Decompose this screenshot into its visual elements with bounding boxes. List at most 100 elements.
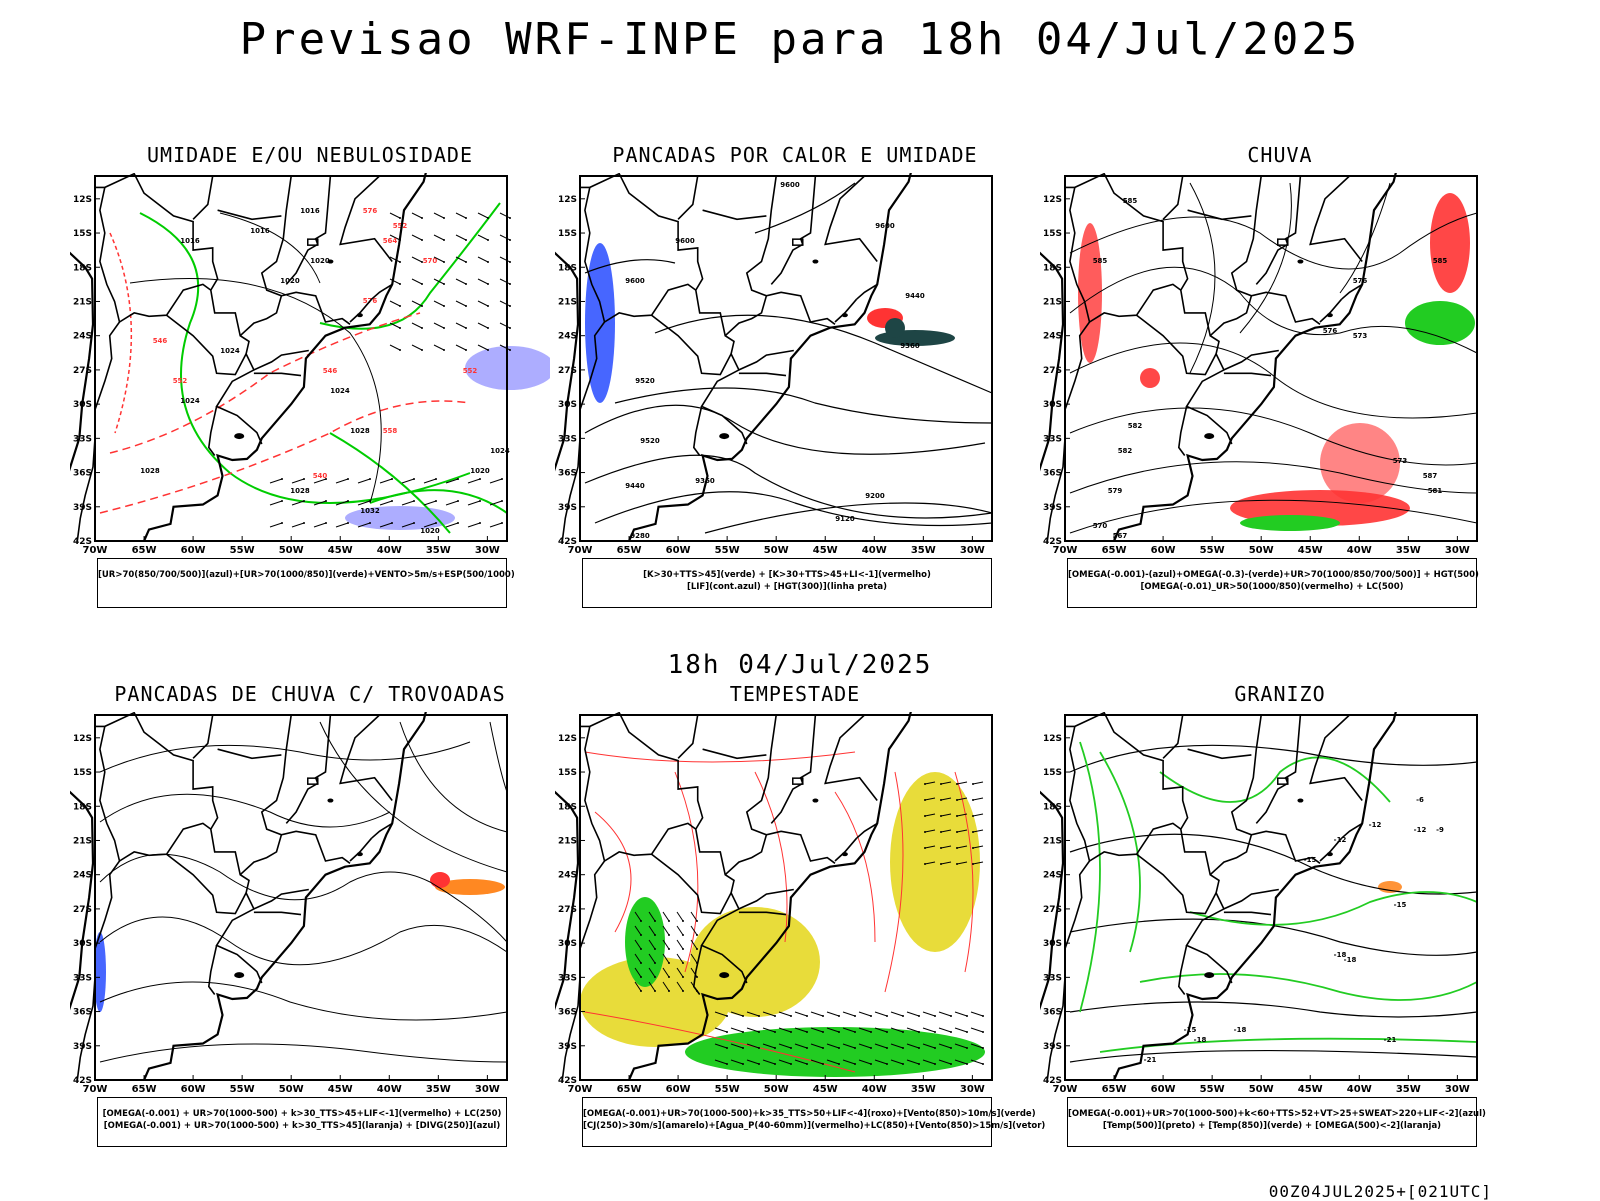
wind-vector: [423, 522, 437, 528]
wind-vector: [640, 920, 642, 922]
lon-tick-label: 50W: [279, 545, 304, 556]
wind-vector: [347, 478, 349, 480]
wind-vector: [634, 925, 642, 936]
wind-vector: [934, 1015, 936, 1017]
lon-tick-label: 50W: [1249, 1084, 1274, 1095]
wind-vector: [391, 500, 393, 502]
lat-tick-label: 24S: [1043, 871, 1062, 881]
wind-vector: [890, 1059, 904, 1065]
wind-vector: [758, 1031, 760, 1033]
legend-line: [OMEGA(-0.001)+UR>70(1000-500)+k<60+TTS>…: [1068, 1109, 1486, 1119]
wind-vector: [443, 349, 445, 351]
wind-vector: [477, 322, 489, 329]
wind-vector: [640, 934, 642, 936]
lon-tick-label: 35W: [911, 1084, 936, 1095]
temp500-contour: [1069, 1001, 1478, 1018]
wind-vector: [509, 349, 511, 351]
lon-tick-label: 35W: [426, 545, 451, 556]
east-coastline: [142, 173, 427, 542]
wind-vector: [465, 239, 467, 241]
wind-vector: [956, 783, 958, 785]
wind250-streamline: [99, 853, 508, 943]
panel-granizo: GRANIZO -6 -9 -12 -15 -18 -21 -12 -15 -18 -21 -15 -…: [1040, 682, 1520, 1182]
wind-vector: [325, 500, 327, 502]
wind-vector: [654, 934, 656, 936]
wind-vector: [842, 1043, 856, 1049]
map-frame: [1064, 175, 1478, 542]
wind-vector: [379, 522, 393, 528]
political-border: [1065, 712, 1233, 984]
lon-tick-label: 55W: [230, 1084, 255, 1095]
hgt300-contour: [704, 502, 993, 534]
political-border: [166, 314, 247, 376]
political-border: [692, 406, 703, 456]
wind-vector: [922, 1043, 936, 1049]
wind-vector: [924, 847, 926, 849]
lagoon-mark: [234, 433, 245, 440]
wind-vector: [890, 1043, 904, 1049]
political-border: [207, 945, 218, 995]
panel-title: PANCADAS DE CHUVA C/ TROVOADAS: [114, 682, 506, 706]
wind-vector: [443, 261, 445, 263]
wind-vector: [870, 1047, 872, 1049]
reservoir-mark: [841, 313, 848, 318]
hgt500-streamline: [1069, 212, 1478, 270]
wind-vector: [934, 1047, 936, 1049]
lon-tick-label: 70W: [83, 1084, 108, 1095]
contour-label: 9520: [635, 377, 655, 385]
lat-tick-label: 12S: [558, 195, 577, 205]
political-border: [217, 748, 282, 760]
reservoir-mark: [1297, 259, 1304, 264]
panel-trovoadas: PANCADAS DE CHUVA C/ TROVOADAS 12S 15S 18S…: [70, 682, 550, 1182]
political-border: [834, 298, 858, 323]
contour-label: 1032: [360, 507, 380, 515]
instability-core: [885, 318, 905, 338]
wind-vector: [870, 1031, 872, 1033]
hgt500-streamline: [1339, 182, 1391, 294]
political-border: [824, 175, 878, 262]
wind-vector: [291, 478, 305, 484]
wind-vector: [972, 799, 974, 801]
wind250-streamline: [99, 1043, 508, 1063]
wind-vector: [682, 934, 684, 936]
wind-vector: [465, 305, 467, 307]
lon-tick-label: 35W: [911, 545, 936, 556]
wind-vector: [501, 478, 503, 480]
wind-vector: [455, 212, 467, 219]
lagoon-mark: [719, 972, 730, 979]
humidity-low-contour: [139, 212, 471, 504]
wind-vector: [291, 522, 305, 528]
political-border: [1136, 314, 1217, 376]
lon-tick-label: 45W: [1298, 545, 1323, 556]
lat-tick-label: 30S: [73, 939, 92, 949]
wind-vector: [369, 500, 371, 502]
contour-label: 582: [1128, 422, 1143, 430]
panel-chuva: CHUVA 585 585 582 582 579 576 573 576 573 587 581 5…: [1040, 143, 1520, 643]
wind-vector: [826, 1059, 840, 1065]
contour-label: 1024: [180, 397, 200, 405]
wind-vector: [489, 478, 503, 484]
wind-vector: [634, 967, 642, 978]
contour-label: 1028: [290, 487, 310, 495]
map-background: [1065, 176, 1477, 541]
lat-tick-label: 18S: [558, 802, 577, 812]
political-border: [1341, 822, 1363, 839]
wind-vector: [269, 522, 283, 528]
wind-vector: [690, 953, 698, 964]
panel-title: CHUVA: [1247, 143, 1313, 167]
wind-vector: [303, 500, 305, 502]
wind-vector: [696, 948, 698, 950]
west-coastline: [70, 251, 95, 472]
temp500-contour: [1069, 1049, 1478, 1063]
lat-tick-label: 18S: [1043, 802, 1062, 812]
legend-box: [OMEGA(-0.001)-(azul)+OMEGA(-0.3)-(verde…: [1067, 558, 1479, 608]
wind-vector: [465, 261, 467, 263]
wind-vector: [413, 522, 415, 524]
wind-vector: [654, 920, 656, 922]
wind-vector: [924, 829, 936, 833]
lat-tick-label: 24S: [1043, 332, 1062, 342]
lon-tick-label: 30W: [1445, 545, 1470, 556]
wind-vector: [401, 500, 415, 506]
political-border: [1309, 714, 1363, 801]
